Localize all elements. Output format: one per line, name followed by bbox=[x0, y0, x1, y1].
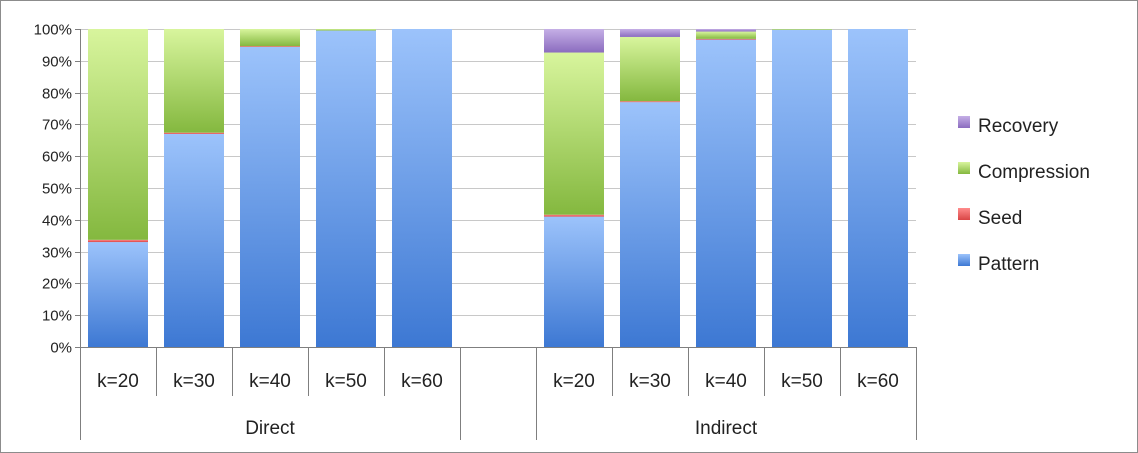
legend: Recovery Compression Seed Pattern bbox=[958, 116, 1090, 275]
y-tick-label: 40% bbox=[42, 213, 72, 230]
legend-swatch-recovery bbox=[958, 116, 970, 128]
bar-segment-compression-indirect-k=40 bbox=[696, 31, 756, 39]
bar-segment-compression-indirect-k=50 bbox=[772, 29, 832, 30]
x-tick-label: k=20 bbox=[553, 371, 595, 392]
bar-segment-compression-direct-k=30 bbox=[164, 29, 224, 133]
legend-label-seed: Seed bbox=[978, 208, 1022, 229]
bar-segment-seed-direct-k=30 bbox=[164, 132, 224, 134]
bar-segment-seed-direct-k=20 bbox=[88, 239, 148, 243]
bar-segment-pattern-direct-k=30 bbox=[164, 133, 224, 347]
bar-segment-seed-indirect-k=20 bbox=[544, 214, 604, 217]
bar-segment-compression-indirect-k=30 bbox=[620, 36, 680, 102]
legend-label-pattern: Pattern bbox=[978, 254, 1039, 275]
bar-segment-seed-indirect-k=40 bbox=[696, 38, 756, 40]
y-tick-label: 0% bbox=[50, 340, 72, 357]
legend-swatch-seed bbox=[958, 208, 970, 220]
bar-segment-compression-direct-k=40 bbox=[240, 29, 300, 47]
x-tick-label: k=30 bbox=[629, 371, 671, 392]
axes: 0% 10% 20% 30% 40% 50% 60% 70% 80% 90% 100% k=20 k=3… bbox=[34, 22, 917, 440]
bar-segment-pattern-direct-k=50 bbox=[316, 30, 376, 348]
bar-segment-seed-indirect-k=30 bbox=[620, 101, 680, 103]
bar-segment-compression-direct-k=20 bbox=[88, 29, 148, 240]
bar-segment-compression-direct-k=50 bbox=[316, 29, 376, 31]
x-tick-label: k=40 bbox=[705, 371, 747, 392]
legend-swatch-compression bbox=[958, 162, 970, 174]
bar-segment-pattern-direct-k=20 bbox=[88, 242, 148, 347]
legend-swatch-pattern bbox=[958, 254, 970, 266]
y-tick-label: 90% bbox=[42, 54, 72, 71]
y-tick-label: 20% bbox=[42, 276, 72, 293]
x-tick-label: k=50 bbox=[781, 371, 823, 392]
bar-segment-recovery-indirect-k=40 bbox=[696, 29, 756, 32]
x-tick-label: k=40 bbox=[249, 371, 291, 392]
bar-segment-pattern-indirect-k=60 bbox=[848, 29, 908, 347]
y-tick-label: 70% bbox=[42, 117, 72, 134]
bar-segment-seed-direct-k=40 bbox=[240, 46, 300, 47]
legend-label-compression: Compression bbox=[978, 162, 1090, 183]
bar-segment-recovery-indirect-k=20 bbox=[544, 29, 604, 53]
bar-segment-pattern-indirect-k=30 bbox=[620, 102, 680, 347]
y-tick-label: 100% bbox=[34, 22, 72, 39]
bar-segment-compression-indirect-k=20 bbox=[544, 52, 604, 215]
bar-segment-pattern-direct-k=60 bbox=[392, 29, 452, 347]
bars bbox=[88, 29, 908, 348]
y-tick-label: 10% bbox=[42, 308, 72, 325]
bar-segment-pattern-indirect-k=40 bbox=[696, 39, 756, 348]
bar-segment-pattern-indirect-k=50 bbox=[772, 29, 832, 348]
y-tick-label: 30% bbox=[42, 245, 72, 262]
bar-segment-pattern-indirect-k=20 bbox=[544, 216, 604, 347]
group-label: Indirect bbox=[695, 418, 758, 439]
group-label: Direct bbox=[245, 418, 295, 439]
x-tick-label: k=20 bbox=[97, 371, 139, 392]
x-tick-label: k=30 bbox=[173, 371, 215, 392]
bar-segment-recovery-indirect-k=30 bbox=[620, 29, 680, 37]
y-tick-label: 80% bbox=[42, 86, 72, 103]
legend-label-recovery: Recovery bbox=[978, 116, 1059, 137]
x-tick-label: k=60 bbox=[857, 371, 899, 392]
bar-segment-pattern-direct-k=40 bbox=[240, 46, 300, 348]
y-tick-label: 60% bbox=[42, 149, 72, 166]
x-tick-label: k=50 bbox=[325, 371, 367, 392]
x-tick-label: k=60 bbox=[401, 371, 443, 392]
y-tick-label: 50% bbox=[42, 181, 72, 198]
